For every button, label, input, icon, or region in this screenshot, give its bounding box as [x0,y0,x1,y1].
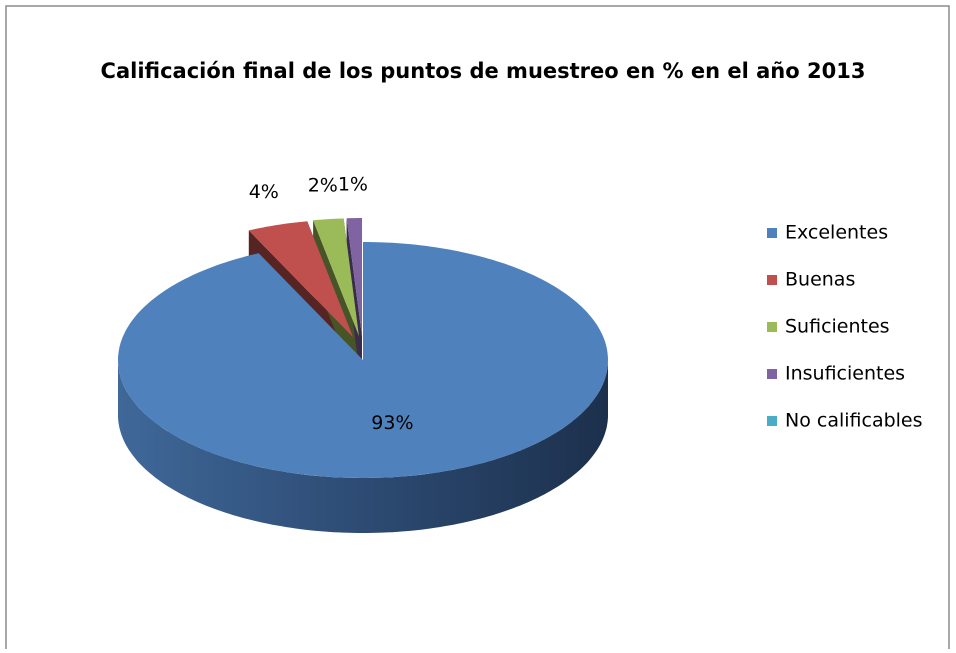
slice [248,221,354,338]
data-label: 93% [371,412,413,434]
slice [346,218,362,336]
slice-side [118,360,608,533]
data-label: 4% [249,181,279,203]
legend-swatch [767,416,777,426]
legend-swatch [767,322,777,332]
legend-swatch [767,228,777,238]
chart-title: Calificación final de los puntos de mues… [101,59,866,83]
data-label: 1% [338,173,368,195]
legend-label: Excelentes [785,222,888,244]
slice [313,218,359,337]
legend-swatch [767,369,777,379]
legend-label: Buenas [785,269,855,291]
legend-swatch [767,275,777,285]
slice [118,242,608,478]
legend-label: Insuficientes [785,363,905,385]
legend-label: No calificables [785,410,923,432]
legend-label: Suficientes [785,316,890,338]
data-label: 2% [308,175,338,197]
